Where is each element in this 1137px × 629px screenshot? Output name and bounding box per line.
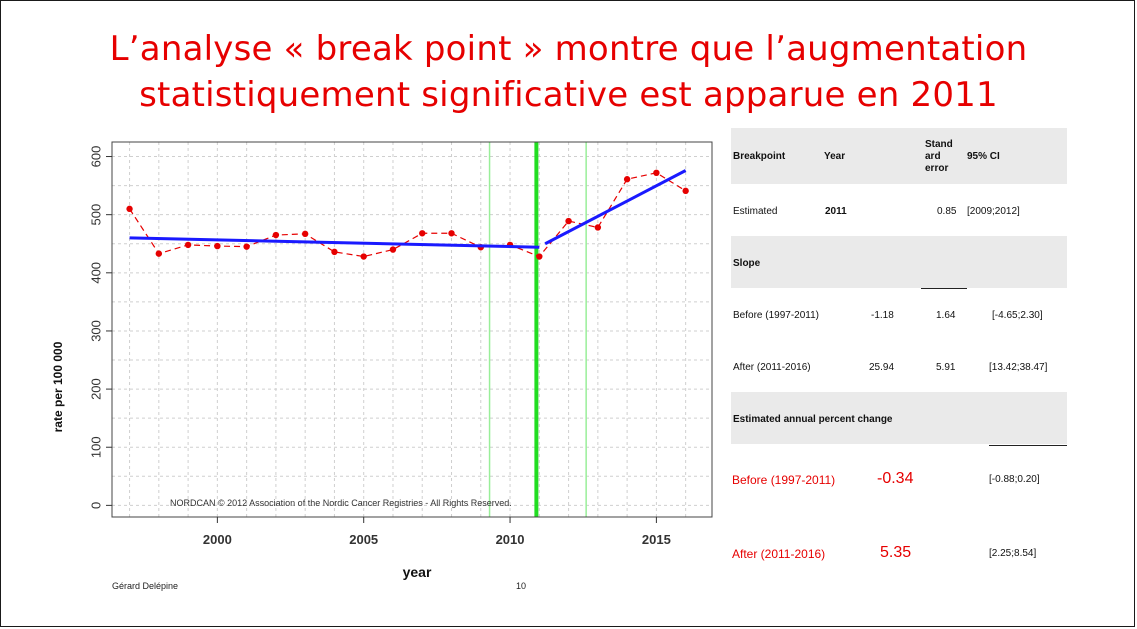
estimated-ci: [2009;2012] — [967, 206, 1020, 217]
estimated-label: Estimated — [733, 206, 778, 217]
footer-author: Gérard Delépine — [112, 581, 179, 591]
table-row-estimated: Estimated 2011 0.85 [2009;2012] — [731, 184, 1067, 236]
fitted-segment — [544, 169, 687, 246]
plot-frame — [111, 141, 713, 518]
eapc-before-label: Before (1997-2011) — [732, 473, 836, 487]
slope-after-ci: [13.42;38.47] — [989, 362, 1048, 373]
x-tick-label: 2015 — [642, 532, 671, 547]
data-point — [419, 230, 426, 237]
header-ci: 95% CI — [967, 151, 1000, 162]
header-stderr-3: error — [925, 163, 949, 174]
eapc-header: Estimated annual percent change — [733, 414, 893, 425]
data-point — [565, 217, 572, 225]
breakpoint-lines — [488, 142, 587, 517]
page-number: 10 — [516, 581, 527, 591]
table-header-row: Breakpoint Year Stand ard error 95% CI — [731, 128, 1067, 184]
slope-header: Slope — [733, 258, 761, 269]
data-point — [360, 253, 367, 260]
data-point — [272, 231, 280, 239]
estimated-year: 2011 — [825, 206, 847, 217]
fitted-segment — [129, 236, 540, 249]
data-point — [594, 224, 602, 231]
breakpoint-table: Breakpoint Year Stand ard error 95% CI E… — [731, 128, 1067, 588]
data-point — [126, 205, 133, 213]
slope-before-value: -1.18 — [871, 310, 894, 321]
x-tick-label: 2000 — [203, 532, 232, 547]
header-year: Year — [824, 151, 846, 162]
data-point — [448, 230, 455, 237]
data-point — [301, 230, 309, 238]
slope-after-label: After (2011-2016) — [733, 362, 811, 373]
series — [126, 169, 689, 260]
data-point — [682, 187, 689, 195]
slope-before-se: 1.64 — [936, 310, 956, 321]
x-tick-label: 2005 — [349, 532, 378, 547]
header-stderr-1: Stand — [925, 139, 953, 150]
x-tick-label: 2010 — [496, 532, 525, 547]
table-row-eapc-before: Before (1997-2011) -0.34 [-0.88;0.20] — [731, 446, 1067, 516]
slope-after-value: 25.94 — [869, 362, 895, 373]
grid — [112, 142, 712, 517]
data-point — [184, 241, 192, 249]
axes: 0 100 200 300 400 500 600 2000 2005 2010 2015 — [89, 146, 671, 547]
table-rule — [921, 288, 967, 289]
y-tick-label: 600 — [89, 146, 104, 168]
header-breakpoint: Breakpoint — [733, 151, 786, 162]
data-point — [653, 169, 660, 177]
table-row-slope-header: Slope — [731, 236, 1067, 288]
y-tick-label: 300 — [89, 320, 104, 342]
title-line-1: L’analyse « break point » montre que l’a… — [109, 29, 1028, 69]
eapc-before-value: -0.34 — [877, 470, 914, 487]
y-tick-label: 0 — [89, 502, 104, 509]
header-stderr-2: ard — [925, 151, 941, 162]
y-tick-label: 100 — [89, 436, 104, 458]
slope-before-label: Before (1997-2011) — [733, 310, 819, 321]
observed-rate-line — [129, 172, 686, 258]
table-rule — [989, 445, 1067, 446]
table-row-slope-before: Before (1997-2011) -1.18 1.64 [-4.65;2.3… — [731, 288, 1067, 340]
y-tick-label: 200 — [89, 378, 104, 400]
table-row-eapc-header: Estimated annual percent change — [731, 392, 1067, 444]
eapc-after-label: After (2011-2016) — [732, 547, 826, 561]
data-point — [389, 246, 397, 253]
x-axis-label: year — [403, 564, 432, 580]
eapc-after-value: 5.35 — [880, 544, 912, 561]
y-axis-label: rate per 100 000 — [51, 341, 65, 432]
nordcan-copyright: NORDCAN © 2012 Association of the Nordic… — [170, 498, 512, 508]
data-point — [243, 243, 250, 250]
table-row-eapc-after: After (2011-2016) 5.35 [2.25;8.54] — [731, 516, 1067, 588]
slope-before-ci: [-4.65;2.30] — [992, 310, 1043, 321]
eapc-before-ci: [-0.88;0.20] — [989, 474, 1040, 485]
table-row-slope-after: After (2011-2016) 25.94 5.91 [13.42;38.4… — [731, 340, 1067, 392]
estimated-se: 0.85 — [937, 206, 957, 217]
breakpoint-chart: 0 100 200 300 400 500 600 2000 2005 2010 2015 NORD… — [51, 141, 713, 580]
eapc-after-ci: [2.25;8.54] — [989, 548, 1037, 559]
data-point — [155, 250, 163, 257]
data-point — [536, 253, 543, 260]
data-point — [331, 248, 338, 256]
title-line-2: statistiquement significative est apparu… — [139, 75, 998, 115]
data-point — [623, 176, 631, 183]
slide-title: L’analyse « break point » montre que l’a… — [0, 26, 1137, 118]
y-tick-label: 400 — [89, 262, 104, 284]
slope-after-se: 5.91 — [936, 362, 956, 373]
y-tick-label: 500 — [89, 204, 104, 226]
data-point — [214, 242, 221, 250]
